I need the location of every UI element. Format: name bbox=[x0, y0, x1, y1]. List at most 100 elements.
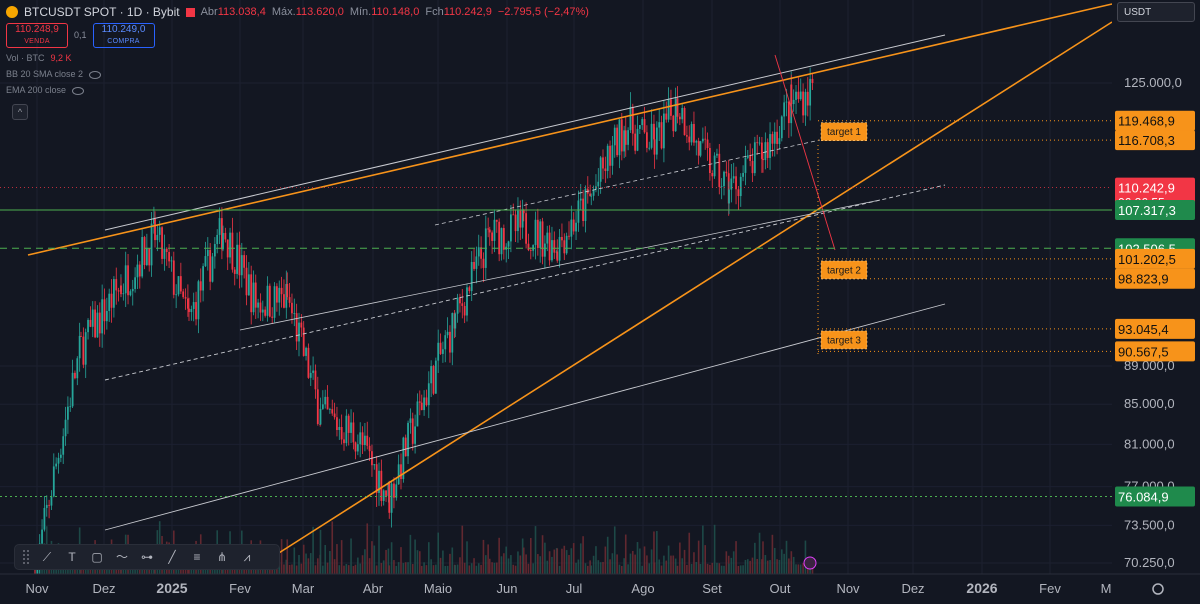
volume-bar bbox=[477, 563, 480, 574]
currency-selector[interactable]: USDT bbox=[1117, 2, 1195, 22]
candle-body bbox=[459, 297, 461, 304]
candle-body bbox=[211, 256, 214, 282]
volume-bar bbox=[548, 551, 551, 574]
eye-hidden-icon[interactable] bbox=[72, 87, 85, 95]
candle-body bbox=[561, 236, 563, 241]
candle-body bbox=[650, 123, 653, 148]
volume-bar bbox=[393, 560, 395, 574]
pattern-icon[interactable]: ⩘ bbox=[243, 550, 251, 564]
volume-bar bbox=[804, 540, 807, 574]
sell-button[interactable]: 110.248,9 VENDA bbox=[6, 22, 68, 48]
lightning-icon[interactable] bbox=[803, 556, 817, 570]
toolbar-tools: ⟋ T ▢ 〜 ⊶ ╱ ≡ ⋔ ⩘ bbox=[37, 547, 257, 567]
candle-body bbox=[507, 241, 510, 247]
annotation-2: target 2 bbox=[820, 260, 868, 280]
horizontal-ray-icon[interactable]: ⊶ bbox=[141, 550, 153, 564]
candle-body bbox=[534, 219, 537, 246]
candle-body bbox=[243, 255, 246, 268]
volume-bar bbox=[475, 565, 478, 574]
volume-bar bbox=[305, 553, 307, 574]
flag-icon[interactable] bbox=[185, 7, 195, 17]
brush-icon[interactable]: ⟋ bbox=[42, 550, 52, 564]
candle-body bbox=[163, 248, 166, 259]
collapse-legend-button[interactable]: ^ bbox=[12, 104, 28, 120]
candle-body bbox=[473, 262, 475, 269]
candle-body bbox=[231, 232, 234, 270]
volume-bar bbox=[419, 551, 421, 574]
volume-bar bbox=[697, 540, 700, 574]
volume-bar bbox=[390, 542, 393, 574]
price-label-text: 107.317,3 bbox=[1118, 203, 1176, 218]
volume-bar bbox=[521, 538, 524, 574]
price-axis[interactable]: 125.000,089.000,085.000,081.000,077.000,… bbox=[1112, 0, 1200, 604]
candle-body bbox=[527, 243, 530, 251]
volume-bar bbox=[352, 565, 355, 574]
candle-body bbox=[62, 436, 65, 455]
pitchfork-icon[interactable]: ⋔ bbox=[216, 550, 228, 564]
volume-bar bbox=[420, 565, 423, 574]
volume-bar bbox=[326, 562, 329, 574]
volume-bar bbox=[735, 541, 737, 574]
annotation-box bbox=[820, 260, 868, 280]
volume-bar bbox=[667, 545, 670, 574]
trend-line-icon[interactable]: ╱ bbox=[168, 550, 176, 564]
volume-bar bbox=[762, 541, 764, 574]
orange-upper-trendline bbox=[27, 3, 1113, 256]
candle-body bbox=[672, 115, 675, 132]
candle-body bbox=[407, 422, 409, 457]
candle-body bbox=[45, 504, 48, 508]
candle-body bbox=[57, 457, 60, 464]
volume-bar bbox=[541, 535, 544, 574]
candle-body bbox=[345, 415, 348, 444]
fib-icon[interactable]: ≡ bbox=[193, 550, 201, 564]
rectangle-icon[interactable]: ▢ bbox=[91, 550, 103, 564]
volume-bar bbox=[280, 539, 283, 574]
indicator-ema[interactable]: EMA 200 close bbox=[6, 82, 589, 98]
price-label-box bbox=[1115, 110, 1195, 131]
candle-body bbox=[577, 200, 580, 223]
volume-bar bbox=[672, 555, 675, 574]
path-icon[interactable]: 〜 bbox=[115, 550, 128, 564]
candle-body bbox=[730, 178, 733, 190]
volume-bar bbox=[423, 562, 425, 574]
candle-body bbox=[94, 309, 96, 338]
eye-hidden-icon[interactable] bbox=[89, 71, 102, 79]
candle-body bbox=[41, 529, 43, 544]
volume-bar bbox=[709, 564, 711, 574]
buy-button[interactable]: 110.249,0 COMPRA bbox=[92, 22, 155, 48]
volume-row[interactable]: Vol · BTC 9,2 K bbox=[6, 50, 589, 66]
candle-body bbox=[701, 138, 704, 142]
indicator-bb[interactable]: BB 20 SMA close 2 bbox=[6, 66, 589, 82]
candle-body bbox=[158, 227, 161, 235]
candle-body bbox=[624, 130, 627, 145]
volume-bar bbox=[570, 548, 573, 574]
candle-body bbox=[795, 91, 797, 100]
candle-body bbox=[456, 297, 459, 314]
settings-icon[interactable] bbox=[1152, 583, 1164, 595]
volume-bar bbox=[432, 565, 435, 574]
volume-bar bbox=[295, 565, 298, 574]
candle-body bbox=[434, 360, 437, 394]
candle-body bbox=[222, 232, 224, 250]
time-tick-label: Fev bbox=[229, 581, 251, 596]
candle-body bbox=[749, 155, 752, 161]
symbol-row: BTCUSDT SPOT · 1D · Bybit Abr113.038,4 M… bbox=[6, 4, 589, 20]
candle-body bbox=[690, 124, 693, 143]
candle-body bbox=[809, 78, 812, 106]
time-axis[interactable]: Nov Dez 2025 Fev Mar Abr Maio Jun Jul Ago Set Out No… bbox=[0, 556, 1200, 604]
price-label-box bbox=[1115, 130, 1195, 151]
volume-bar bbox=[510, 555, 512, 574]
symbol-title[interactable]: BTCUSDT SPOT · 1D · Bybit bbox=[24, 5, 180, 19]
candle-body bbox=[475, 256, 478, 269]
candle-body bbox=[804, 91, 807, 116]
candle-body bbox=[693, 124, 695, 143]
drawing-toolbar[interactable]: ⟋ T ▢ 〜 ⊶ ╱ ≡ ⋔ ⩘ bbox=[14, 544, 280, 570]
candle-body bbox=[295, 313, 298, 342]
candle-body bbox=[771, 134, 774, 144]
drag-handle-icon[interactable] bbox=[23, 550, 29, 564]
text-icon[interactable]: T bbox=[68, 550, 76, 564]
price-label-text: 93.045,4 bbox=[1118, 322, 1169, 337]
candle-body bbox=[250, 274, 253, 313]
